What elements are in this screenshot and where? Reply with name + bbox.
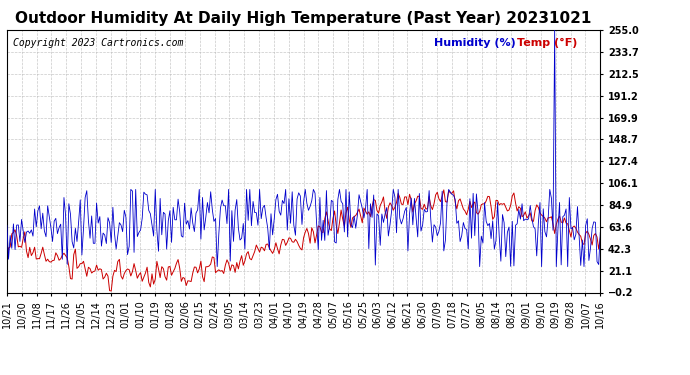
Text: Copyright 2023 Cartronics.com: Copyright 2023 Cartronics.com — [13, 38, 184, 48]
Text: Outdoor Humidity At Daily High Temperature (Past Year) 20231021: Outdoor Humidity At Daily High Temperatu… — [15, 11, 592, 26]
Text: Humidity (%): Humidity (%) — [434, 38, 516, 48]
Text: Temp (°F): Temp (°F) — [518, 38, 578, 48]
